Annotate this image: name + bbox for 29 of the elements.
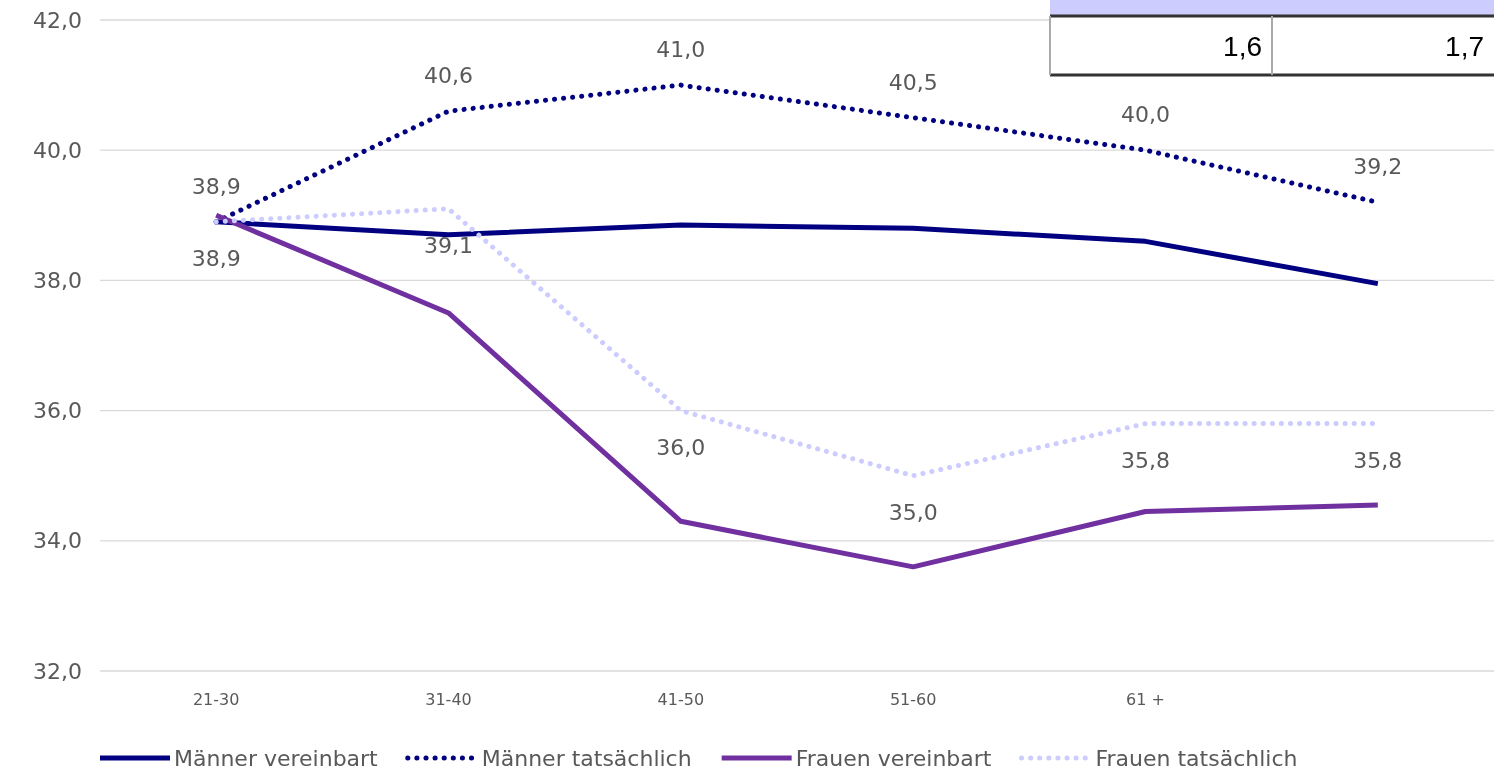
annotation: 1,7 [1445,31,1484,62]
y-tick-label: 42,0 [33,7,82,33]
x-tick-label: 31-40 [425,690,472,710]
data-label: 35,8 [1121,447,1170,473]
data-label: 40,5 [888,69,938,95]
data-label: 35,8 [1353,447,1403,473]
data-label: 38,9 [191,245,241,271]
data-label: 40,6 [424,63,473,89]
data-label: 35,0 [888,499,938,525]
y-tick-label: 34,0 [33,528,82,554]
x-tick-label: 61 + [1126,690,1165,710]
y-tick-label: 36,0 [33,398,82,424]
data-label: 39,2 [1353,154,1403,180]
legend-label: Frauen vereinbart [795,746,992,771]
annotation: 1,6 [1223,31,1262,62]
legend-label: Männer vereinbart [174,746,379,771]
y-tick-label: 40,0 [33,137,82,163]
y-tick-label: 32,0 [33,658,82,684]
x-tick-label: 51-60 [889,690,937,710]
x-tick-label: 21-30 [192,690,240,710]
data-label: 41,0 [656,37,706,63]
legend-label: Frauen tatsächlich [1095,746,1298,771]
data-label: 40,0 [1121,102,1170,128]
y-tick-label: 38,0 [33,267,82,293]
data-label: 36,0 [656,434,706,460]
legend-label: Männer tatsächlich [481,746,692,771]
x-tick-label: 41-50 [657,690,705,710]
data-label: 38,9 [191,173,241,199]
data-label: 39,1 [424,232,473,258]
